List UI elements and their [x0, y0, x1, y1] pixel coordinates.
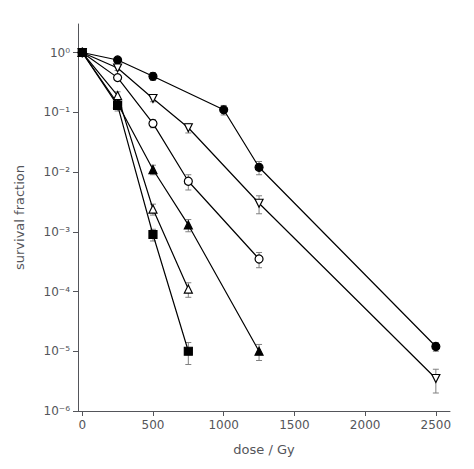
svg-text:10⁻⁵: 10⁻⁵ — [44, 344, 71, 358]
svg-text:survival fraction: survival fraction — [12, 165, 27, 270]
svg-text:500: 500 — [142, 418, 165, 432]
svg-text:10⁻³: 10⁻³ — [44, 225, 71, 239]
svg-text:2500: 2500 — [421, 418, 452, 432]
svg-text:dose / Gy: dose / Gy — [233, 442, 295, 457]
svg-text:10⁰: 10⁰ — [50, 46, 70, 60]
svg-text:1500: 1500 — [279, 418, 310, 432]
svg-text:10⁻¹: 10⁻¹ — [44, 105, 71, 119]
svg-text:2000: 2000 — [350, 418, 381, 432]
svg-text:10⁻²: 10⁻² — [44, 165, 71, 179]
svg-text:1000: 1000 — [208, 418, 239, 432]
svg-text:0: 0 — [78, 418, 86, 432]
svg-text:10⁻⁴: 10⁻⁴ — [44, 285, 71, 299]
svg-text:10⁻⁶: 10⁻⁶ — [44, 404, 71, 418]
